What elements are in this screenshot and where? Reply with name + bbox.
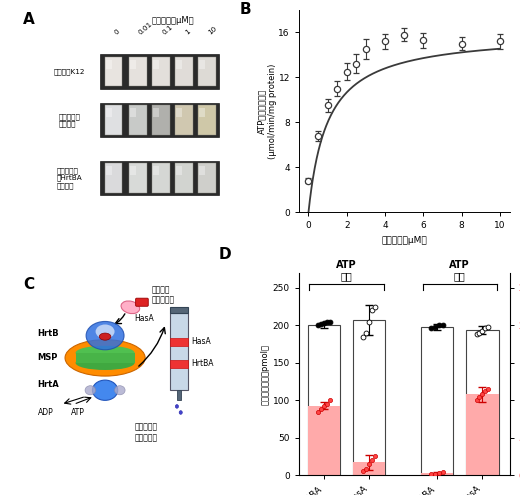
Text: HasA: HasA	[135, 314, 154, 323]
Bar	[170, 313, 188, 390]
Bar	[152, 163, 170, 193]
Bar	[100, 160, 219, 195]
Bar	[153, 60, 159, 69]
Bar	[466, 330, 499, 475]
Bar	[353, 320, 385, 475]
Bar	[129, 105, 147, 135]
Bar	[176, 60, 183, 69]
Bar	[153, 166, 159, 175]
Text: MSP: MSP	[37, 353, 58, 362]
Bar	[129, 163, 147, 193]
Bar	[106, 166, 112, 175]
Bar	[466, 395, 499, 475]
X-axis label: ヘム濃度（μM）: ヘム濃度（μM）	[381, 236, 427, 245]
Text: HrtB: HrtB	[37, 329, 59, 338]
Text: D: D	[219, 247, 231, 261]
Bar	[199, 163, 216, 193]
Text: HrtBA: HrtBA	[191, 359, 213, 368]
Bar	[130, 166, 136, 175]
Bar	[153, 108, 159, 117]
Ellipse shape	[99, 333, 111, 340]
Text: 0.01: 0.01	[138, 21, 154, 36]
Bar	[199, 57, 216, 86]
Text: 0.1: 0.1	[161, 24, 174, 36]
Text: ヘム感受性
＋HrtBA
組換え体: ヘム感受性 ＋HrtBA 組換え体	[56, 167, 82, 189]
Text: A: A	[23, 12, 35, 27]
Bar	[130, 60, 136, 69]
Bar	[199, 105, 216, 135]
Text: ヘム濃度（μM）: ヘム濃度（μM）	[151, 16, 194, 25]
Ellipse shape	[114, 386, 125, 395]
Bar	[105, 105, 122, 135]
Text: 0: 0	[113, 29, 121, 36]
Bar	[152, 105, 170, 135]
Bar	[421, 473, 453, 475]
Text: C: C	[23, 277, 34, 292]
FancyBboxPatch shape	[136, 298, 148, 306]
Y-axis label: タンパク質量（pmol）: タンパク質量（pmol）	[261, 344, 270, 404]
Bar	[170, 307, 188, 313]
Text: ATP: ATP	[71, 408, 85, 417]
Text: 10: 10	[207, 26, 218, 36]
Text: ATP
なし: ATP なし	[336, 259, 357, 281]
Text: HasA: HasA	[191, 337, 211, 346]
Ellipse shape	[65, 340, 145, 376]
Bar	[199, 166, 205, 175]
Bar	[177, 390, 180, 400]
Bar	[199, 60, 205, 69]
Bar	[106, 60, 112, 69]
Bar	[176, 166, 183, 175]
Text: 実験室株K12: 実験室株K12	[54, 68, 85, 75]
Bar	[105, 163, 122, 193]
Ellipse shape	[75, 356, 135, 370]
Text: ヘム結合
タンパク質: ヘム結合 タンパク質	[151, 285, 175, 304]
Text: ADP: ADP	[38, 408, 54, 417]
Bar	[353, 462, 385, 475]
Bar	[421, 327, 453, 475]
Bar	[170, 360, 188, 368]
Ellipse shape	[96, 325, 114, 339]
Bar	[199, 108, 205, 117]
Bar	[130, 108, 136, 117]
Text: 1: 1	[184, 29, 191, 36]
Bar	[152, 57, 170, 86]
Bar	[307, 405, 340, 475]
Ellipse shape	[75, 346, 135, 360]
Bar	[129, 57, 147, 86]
Text: ヘム感受性
組換え体: ヘム感受性 組換え体	[58, 113, 80, 127]
Ellipse shape	[175, 404, 178, 408]
Bar	[175, 105, 193, 135]
Text: B: B	[240, 2, 252, 17]
Bar	[100, 103, 219, 137]
Text: ATP
あり: ATP あり	[449, 259, 470, 281]
Text: HrtA: HrtA	[37, 380, 59, 389]
Bar	[106, 108, 112, 117]
Ellipse shape	[179, 411, 183, 414]
Ellipse shape	[121, 301, 140, 314]
Text: タンパク質
分画・解析: タンパク質 分画・解析	[135, 423, 158, 442]
Bar	[176, 108, 183, 117]
Bar	[175, 57, 193, 86]
Ellipse shape	[85, 386, 96, 395]
Bar	[105, 57, 122, 86]
Ellipse shape	[86, 321, 124, 350]
Bar	[175, 163, 193, 193]
Y-axis label: ATP加水分解活性
(μmol/min/mg protein): ATP加水分解活性 (μmol/min/mg protein)	[257, 63, 277, 159]
Bar	[100, 54, 219, 89]
Bar	[75, 353, 135, 363]
Bar	[307, 325, 340, 475]
Bar	[170, 338, 188, 346]
Ellipse shape	[93, 380, 118, 400]
